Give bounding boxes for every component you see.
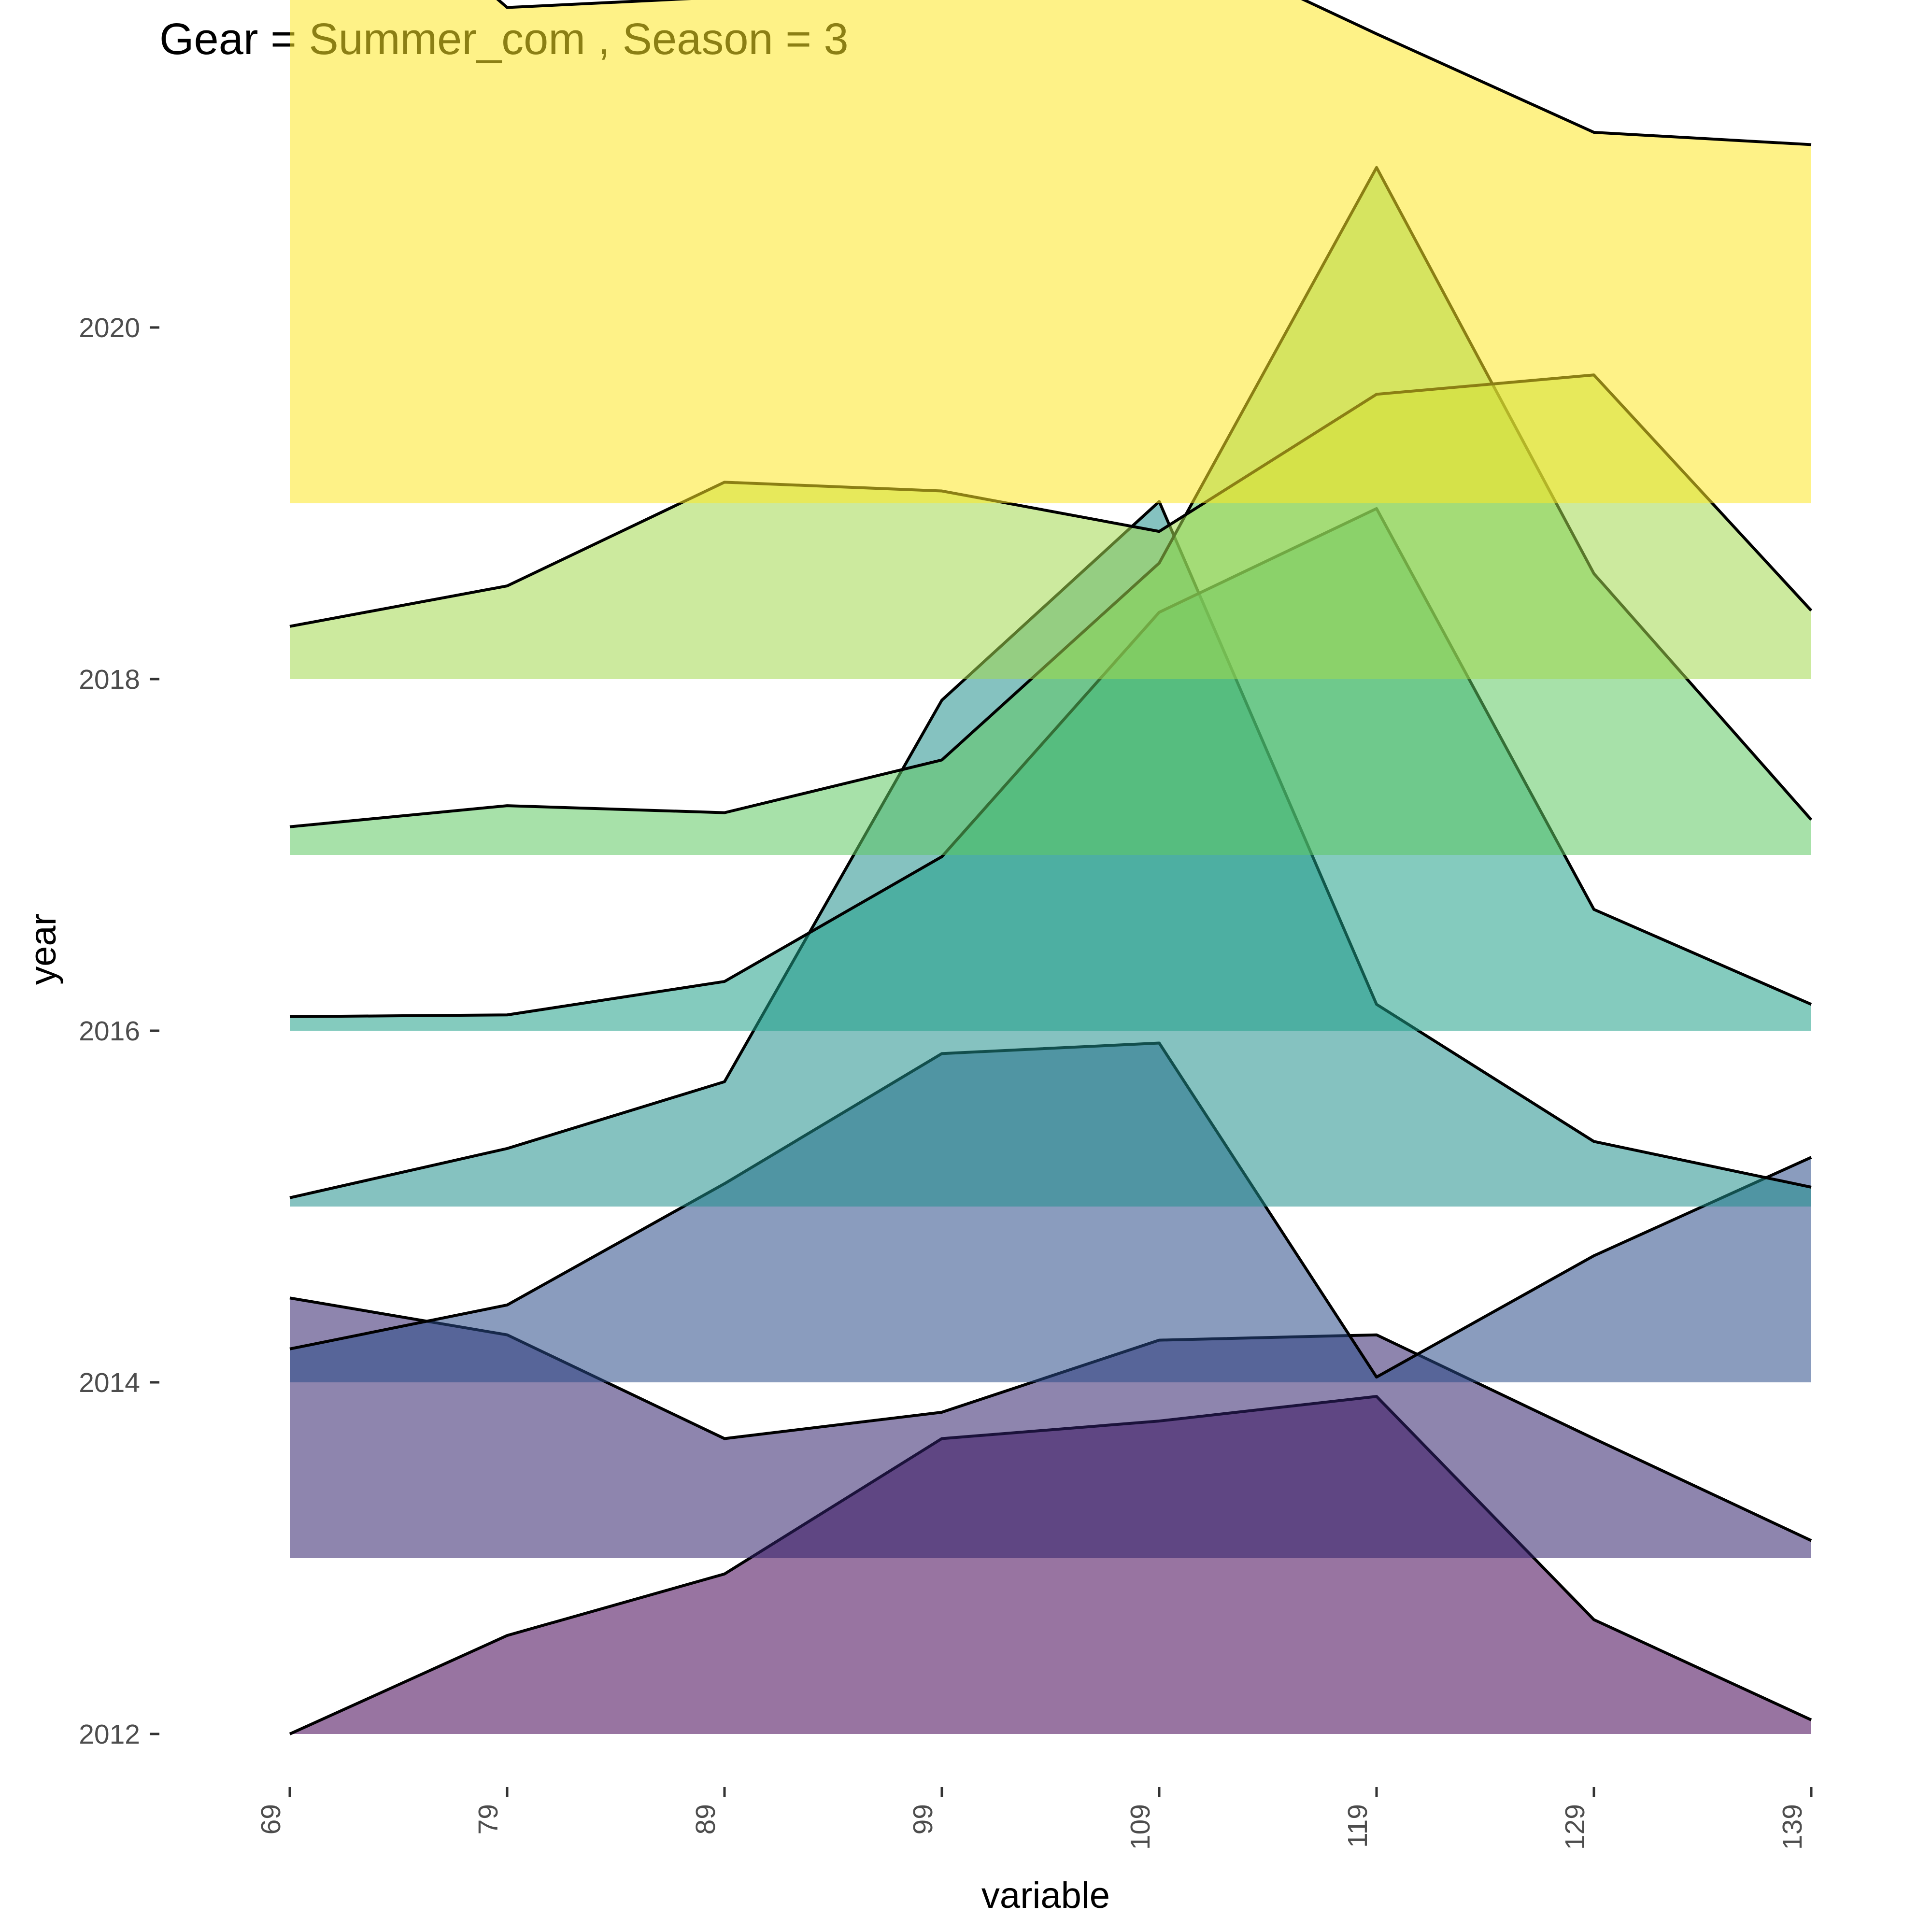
ridge-area-2014 xyxy=(290,1043,1811,1382)
x-tick-label-119: 119 xyxy=(1342,1804,1373,1848)
y-tick-label-2014: 2014 xyxy=(79,1367,140,1398)
x-tick-label-129: 129 xyxy=(1560,1804,1591,1850)
ridge-line-2019 xyxy=(496,0,1812,146)
y-tick-label-2020: 2020 xyxy=(79,313,140,343)
x-tick-label-69: 69 xyxy=(256,1804,286,1834)
x-tick-label-109: 109 xyxy=(1125,1804,1156,1850)
x-axis-title: variable xyxy=(981,1875,1110,1916)
x-tick-label-139: 139 xyxy=(1777,1804,1808,1850)
x-tick-label-79: 79 xyxy=(473,1804,504,1834)
ridge-area-2019 xyxy=(290,0,1811,503)
y-axis-title: year xyxy=(23,913,64,985)
x-tick-label-99: 99 xyxy=(908,1804,938,1834)
ridges-layer xyxy=(289,0,1813,1735)
x-axis: 69 79 89 99 109 119 129 139 xyxy=(256,1787,1813,1850)
y-tick-label-2018: 2018 xyxy=(79,664,140,695)
y-axis: 2012 2014 2016 2018 2020 xyxy=(79,313,159,1750)
y-tick-label-2012: 2012 xyxy=(79,1719,140,1750)
y-tick-label-2016: 2016 xyxy=(79,1016,140,1047)
x-tick-label-89: 89 xyxy=(690,1804,721,1834)
